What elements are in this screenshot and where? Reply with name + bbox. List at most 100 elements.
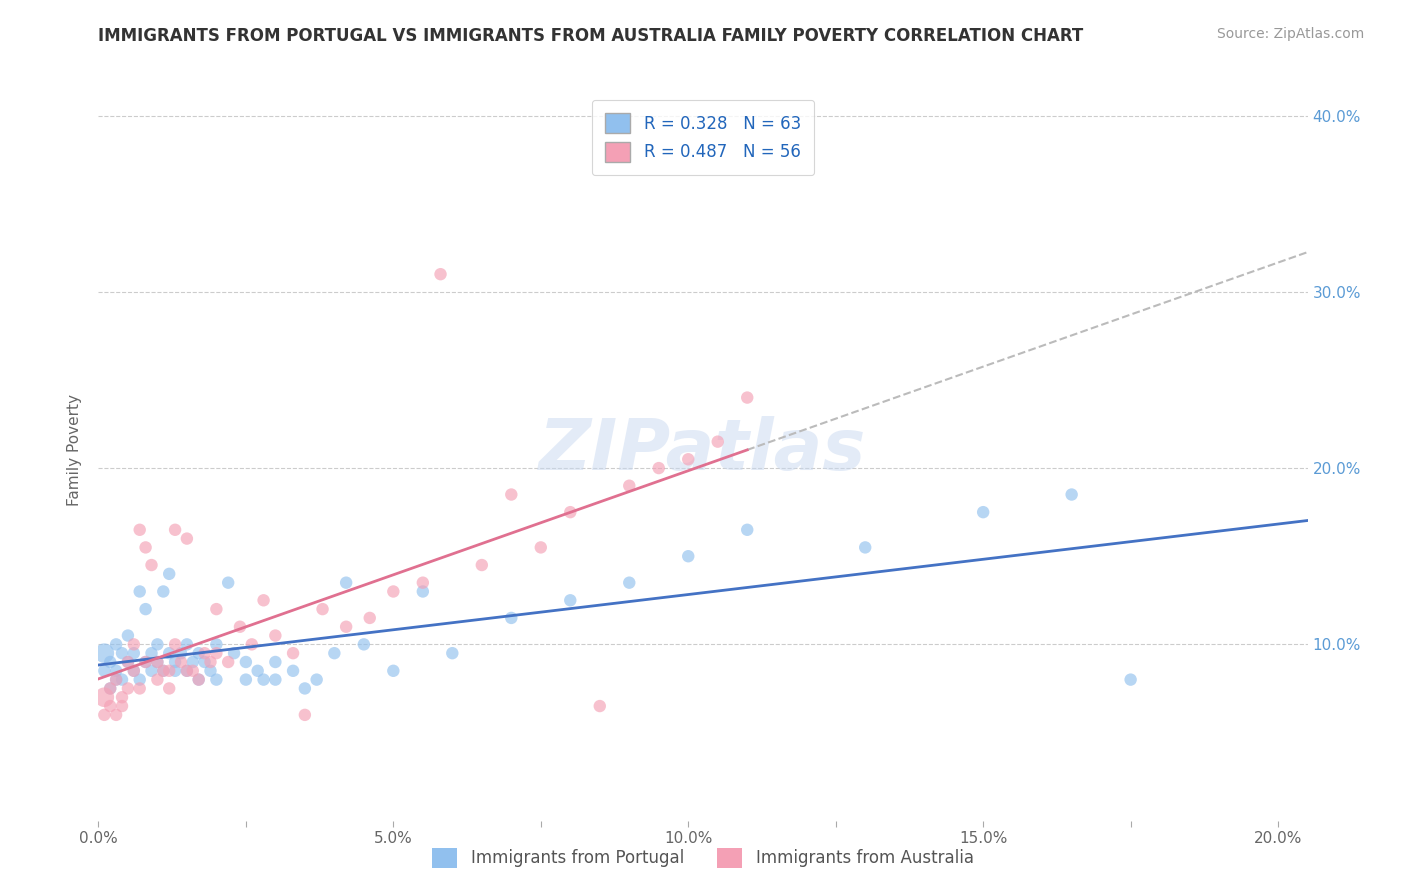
Point <box>240 637 263 651</box>
Point <box>181 664 204 678</box>
Point <box>128 681 150 696</box>
Point <box>235 673 257 687</box>
Point <box>335 620 357 634</box>
Point <box>359 611 381 625</box>
Point <box>93 664 115 678</box>
Point <box>264 628 287 642</box>
Point <box>501 611 523 625</box>
Point <box>205 602 228 616</box>
Point <box>111 699 134 714</box>
Point <box>146 637 169 651</box>
Point <box>305 673 328 687</box>
Point <box>111 673 134 687</box>
Point <box>165 523 187 537</box>
Point <box>128 673 150 687</box>
Point <box>412 584 434 599</box>
Point <box>205 637 228 651</box>
Point <box>200 655 222 669</box>
Point <box>281 646 304 660</box>
Point <box>706 434 728 449</box>
Point <box>382 664 405 678</box>
Point <box>619 479 641 493</box>
Point <box>105 673 128 687</box>
Point <box>530 541 553 555</box>
Point <box>93 707 115 722</box>
Point <box>187 646 209 660</box>
Point <box>229 620 252 634</box>
Point <box>105 673 128 687</box>
Point <box>117 628 139 642</box>
Point <box>105 664 128 678</box>
Point <box>157 664 180 678</box>
Point <box>252 593 274 607</box>
Point <box>181 655 204 669</box>
Point <box>98 655 121 669</box>
Point <box>471 558 494 572</box>
Point <box>335 575 357 590</box>
Point <box>165 637 187 651</box>
Point <box>157 566 180 581</box>
Point <box>117 655 139 669</box>
Point <box>105 637 128 651</box>
Point <box>122 664 145 678</box>
Point <box>235 655 257 669</box>
Point <box>122 646 145 660</box>
Point <box>311 602 333 616</box>
Point <box>353 637 375 651</box>
Point <box>157 646 180 660</box>
Point <box>128 584 150 599</box>
Point <box>294 707 316 722</box>
Point <box>323 646 346 660</box>
Point <box>128 523 150 537</box>
Point <box>222 646 245 660</box>
Point <box>205 646 228 660</box>
Point <box>152 584 174 599</box>
Point <box>619 575 641 590</box>
Point <box>560 593 582 607</box>
Point <box>194 646 217 660</box>
Y-axis label: Family Poverty: Family Poverty <box>67 394 83 507</box>
Point <box>146 673 169 687</box>
Point <box>281 664 304 678</box>
Point <box>176 532 198 546</box>
Point <box>560 505 582 519</box>
Point <box>176 664 198 678</box>
Point <box>217 575 239 590</box>
Legend: R = 0.328   N = 63, R = 0.487   N = 56: R = 0.328 N = 63, R = 0.487 N = 56 <box>592 100 814 176</box>
Point <box>105 707 128 722</box>
Point <box>157 681 180 696</box>
Point <box>200 664 222 678</box>
Point <box>501 487 523 501</box>
Point <box>117 655 139 669</box>
Text: ZIPatlas: ZIPatlas <box>540 416 866 485</box>
Point <box>111 690 134 705</box>
Point <box>146 655 169 669</box>
Point <box>441 646 464 660</box>
Point <box>264 655 287 669</box>
Point <box>146 655 169 669</box>
Point <box>972 505 994 519</box>
Point <box>135 602 157 616</box>
Point <box>589 699 612 714</box>
Point <box>176 637 198 651</box>
Point <box>187 673 209 687</box>
Point <box>853 541 876 555</box>
Point <box>122 664 145 678</box>
Point <box>141 558 163 572</box>
Point <box>135 655 157 669</box>
Point <box>217 655 239 669</box>
Point <box>141 664 163 678</box>
Point <box>678 452 700 467</box>
Point <box>98 681 121 696</box>
Point <box>117 681 139 696</box>
Point <box>194 655 217 669</box>
Point <box>678 549 700 564</box>
Point <box>122 637 145 651</box>
Point <box>170 646 193 660</box>
Point <box>294 681 316 696</box>
Point <box>98 681 121 696</box>
Point <box>152 664 174 678</box>
Point <box>93 646 115 660</box>
Point <box>93 690 115 705</box>
Point <box>264 673 287 687</box>
